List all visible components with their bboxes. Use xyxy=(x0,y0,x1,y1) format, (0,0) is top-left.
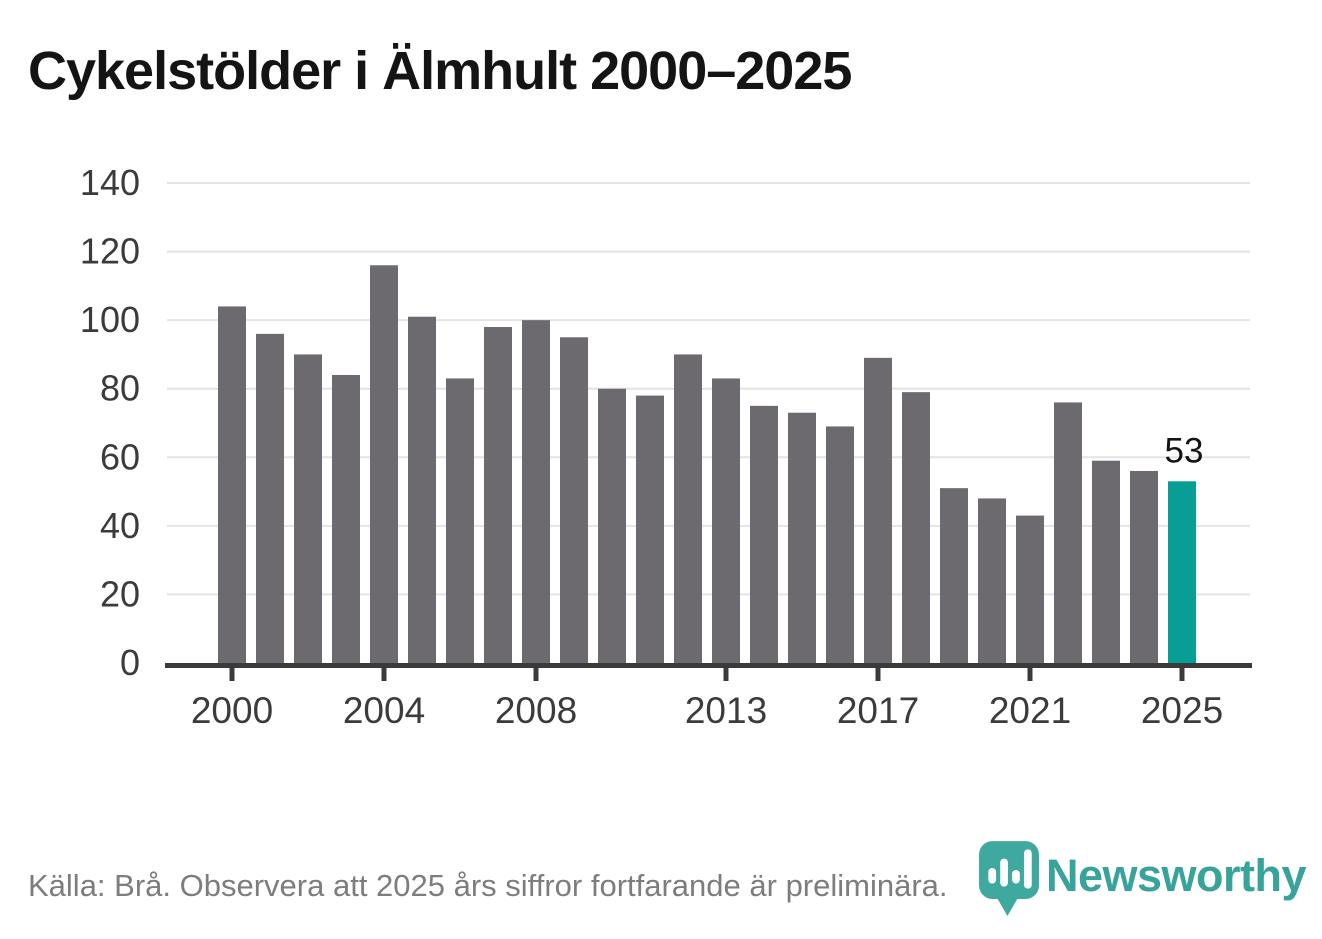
x-tick-2017 xyxy=(875,668,881,681)
newsworthy-logo[interactable]: Newsworthy xyxy=(978,840,1307,928)
bar-2023 xyxy=(1092,460,1120,663)
source-note: Källa: Brå. Observera att 2025 års siffr… xyxy=(28,868,948,903)
x-axis-label-2000: 2000 xyxy=(191,690,273,731)
bar-2009 xyxy=(560,337,588,663)
pin-bar-2 xyxy=(1000,858,1008,887)
x-axis-label-2004: 2004 xyxy=(343,690,425,731)
bar-2005 xyxy=(408,316,436,663)
y-axis-label-60: 60 xyxy=(100,436,140,477)
bar-2019 xyxy=(940,488,968,663)
y-axis-label-80: 80 xyxy=(100,368,140,409)
bar-2010 xyxy=(598,388,626,663)
bar-2018 xyxy=(902,392,930,663)
bar-2002 xyxy=(294,354,322,663)
y-axis-label-20: 20 xyxy=(100,573,140,614)
bar-2003 xyxy=(332,375,360,663)
bar-2022 xyxy=(1054,402,1082,663)
bar-2011 xyxy=(636,395,664,663)
pin-bar-4 xyxy=(1023,849,1032,889)
bar-2015 xyxy=(788,412,816,663)
x-tick-2021 xyxy=(1027,668,1033,681)
page-title: Cykelstölder i Älmhult 2000–2025 xyxy=(28,41,852,101)
y-axis-label-40: 40 xyxy=(100,505,140,546)
x-axis-label-2008: 2008 xyxy=(495,690,577,731)
bar-2008 xyxy=(522,320,550,663)
x-tick-2025 xyxy=(1179,668,1185,681)
bar-chart: 0 20 40 60 80 100 120 140 2000 2004 2008 2013 2017 20… xyxy=(80,162,1252,731)
x-tick-2000 xyxy=(229,668,235,681)
newsworthy-pin-icon xyxy=(979,841,1039,917)
bar-2017 xyxy=(864,357,892,663)
y-axis-label-120: 120 xyxy=(80,231,140,272)
bar-2016 xyxy=(826,426,854,663)
bar-value-label: 53 xyxy=(1165,431,1204,470)
bar-2004 xyxy=(370,265,398,663)
y-axis-label-100: 100 xyxy=(80,299,140,340)
x-axis-label-2017: 2017 xyxy=(837,690,919,731)
bar-2014 xyxy=(750,405,778,663)
bar-2020 xyxy=(978,498,1006,663)
pin-bar-1 xyxy=(988,867,997,884)
bar-2012 xyxy=(674,354,702,663)
x-tick-2008 xyxy=(533,668,539,681)
bar-2001 xyxy=(256,333,284,663)
newsworthy-wordmark: Newsworthy xyxy=(1046,850,1307,901)
y-axis-label-140: 140 xyxy=(80,162,140,203)
x-axis-label-2025: 2025 xyxy=(1141,690,1223,731)
x-tick-2004 xyxy=(381,668,387,681)
x-axis-label-2013: 2013 xyxy=(685,690,767,731)
x-tick-2013 xyxy=(723,668,729,681)
bar-2007 xyxy=(484,327,512,663)
bar-2025 xyxy=(1168,481,1196,663)
bar-2024 xyxy=(1130,471,1158,663)
bar-2021 xyxy=(1016,515,1044,663)
x-axis-line xyxy=(165,663,1252,668)
bar-2000 xyxy=(218,306,246,663)
bar-2006 xyxy=(446,378,474,663)
pin-bar-3 xyxy=(1012,870,1020,884)
y-axis-label-0: 0 xyxy=(120,642,140,683)
bar-2013 xyxy=(712,378,740,663)
x-axis-label-2021: 2021 xyxy=(989,690,1071,731)
